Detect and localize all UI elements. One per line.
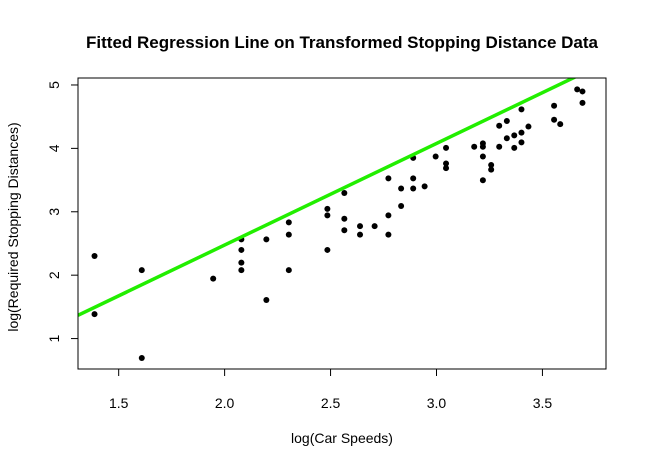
data-point — [398, 203, 405, 209]
y-tick-label: 2 — [46, 271, 62, 279]
data-point — [479, 140, 486, 147]
data-point — [263, 236, 270, 243]
data-point — [518, 106, 525, 113]
data-point — [479, 153, 486, 160]
data-point — [285, 219, 292, 226]
data-point — [410, 185, 417, 192]
y-tick-label: 3 — [46, 208, 62, 216]
data-point — [503, 135, 510, 142]
data-point — [479, 177, 486, 184]
data-point — [357, 231, 364, 238]
data-point — [357, 223, 364, 230]
data-point — [410, 175, 417, 182]
y-tick-label: 4 — [46, 144, 62, 152]
data-point — [518, 129, 525, 136]
x-tick-label: 2.5 — [321, 395, 341, 411]
y-tick-label: 5 — [46, 81, 62, 89]
data-point — [341, 227, 348, 234]
data-point — [432, 153, 439, 160]
x-tick-label: 2.0 — [215, 395, 235, 411]
data-point — [443, 144, 450, 151]
data-point — [341, 190, 348, 197]
data-point — [285, 231, 292, 238]
data-point — [324, 205, 331, 212]
data-point — [496, 143, 503, 150]
data-point — [263, 296, 270, 303]
y-tick-label: 1 — [46, 334, 62, 342]
x-tick-label: 1.5 — [109, 395, 129, 411]
data-point — [238, 246, 245, 253]
data-point — [496, 122, 503, 129]
data-point — [238, 267, 245, 274]
data-point — [471, 143, 478, 150]
x-tick-label: 3.0 — [427, 395, 447, 411]
data-point — [421, 183, 428, 190]
data-point — [91, 311, 98, 318]
data-point — [138, 267, 145, 274]
data-point — [488, 166, 495, 173]
data-point — [285, 267, 292, 274]
data-point — [579, 99, 586, 106]
data-point — [443, 160, 450, 167]
data-point — [525, 123, 532, 130]
data-point — [238, 259, 245, 266]
data-point — [579, 88, 586, 95]
chart-title: Fitted Regression Line on Transformed St… — [86, 33, 599, 52]
data-point — [371, 223, 378, 230]
data-point — [385, 175, 392, 182]
data-point — [324, 212, 331, 219]
regression-line — [78, 78, 578, 317]
data-point — [574, 86, 581, 93]
data-point — [511, 132, 518, 139]
data-point — [503, 118, 510, 125]
data-point — [385, 212, 392, 219]
data-point — [488, 161, 495, 168]
y-axis-label: log(Required Stopping Distances) — [5, 122, 21, 331]
data-point — [518, 139, 525, 146]
data-point — [324, 246, 331, 253]
x-tick-label: 3.5 — [533, 395, 553, 411]
data-point — [551, 102, 558, 109]
data-point — [398, 185, 405, 192]
data-point — [341, 215, 348, 222]
data-point — [91, 252, 98, 259]
data-point — [210, 275, 217, 282]
data-point — [551, 116, 558, 123]
data-point — [443, 165, 450, 172]
x-axis-label: log(Car Speeds) — [291, 430, 393, 446]
data-point — [138, 355, 145, 362]
plot-frame — [77, 77, 607, 370]
data-point — [557, 121, 564, 128]
data-point — [385, 231, 392, 238]
data-point — [511, 144, 518, 151]
